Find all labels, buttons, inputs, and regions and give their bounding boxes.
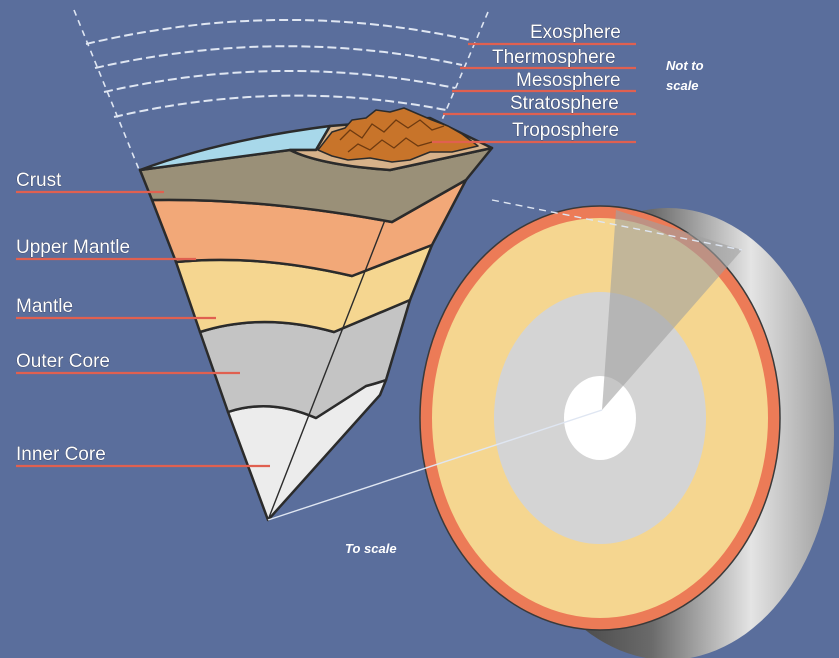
earth-sphere: [419, 205, 834, 658]
thermosphere-label: Thermosphere: [492, 47, 616, 68]
upper-mantle-label: Upper Mantle: [16, 237, 130, 258]
crust-label: Crust: [16, 170, 62, 191]
not-to-scale-note-line1: Not to: [666, 58, 704, 73]
stratosphere-arc: [113, 94, 447, 118]
outer-core-label: Outer Core: [16, 351, 110, 372]
to-scale-note: To scale: [345, 541, 397, 556]
not-to-scale-note-line2: scale: [666, 78, 699, 93]
mountain-ridges: [339, 119, 445, 153]
mesosphere-label: Mesosphere: [516, 70, 621, 91]
sphere-inner-core: [564, 376, 636, 460]
sphere-wedge-cutout: [602, 210, 742, 410]
earth-wedge: [138, 107, 494, 522]
mountains: [317, 107, 479, 163]
troposphere-label: Troposphere: [512, 120, 619, 141]
connector-lines: [267, 199, 743, 521]
exosphere-arc: [85, 19, 471, 45]
mantle-label: Mantle: [16, 296, 73, 317]
leader-lines: [16, 42, 636, 468]
thermosphere-arc: [94, 45, 463, 69]
atmosphere-arcs: [85, 19, 471, 118]
stratosphere-label: Stratosphere: [510, 93, 619, 114]
mesosphere-arc: [103, 69, 456, 93]
inner-core-label: Inner Core: [16, 444, 106, 465]
earth-labels: Crust Upper Mantle Mantle Outer Core Inn…: [16, 170, 131, 466]
atmosphere-labels: Exosphere Thermosphere Mesosphere Strato…: [492, 22, 621, 142]
scale-notes: Not to scale To scale: [345, 58, 704, 556]
exosphere-label: Exosphere: [530, 22, 621, 43]
cone-edges: [73, 9, 489, 173]
